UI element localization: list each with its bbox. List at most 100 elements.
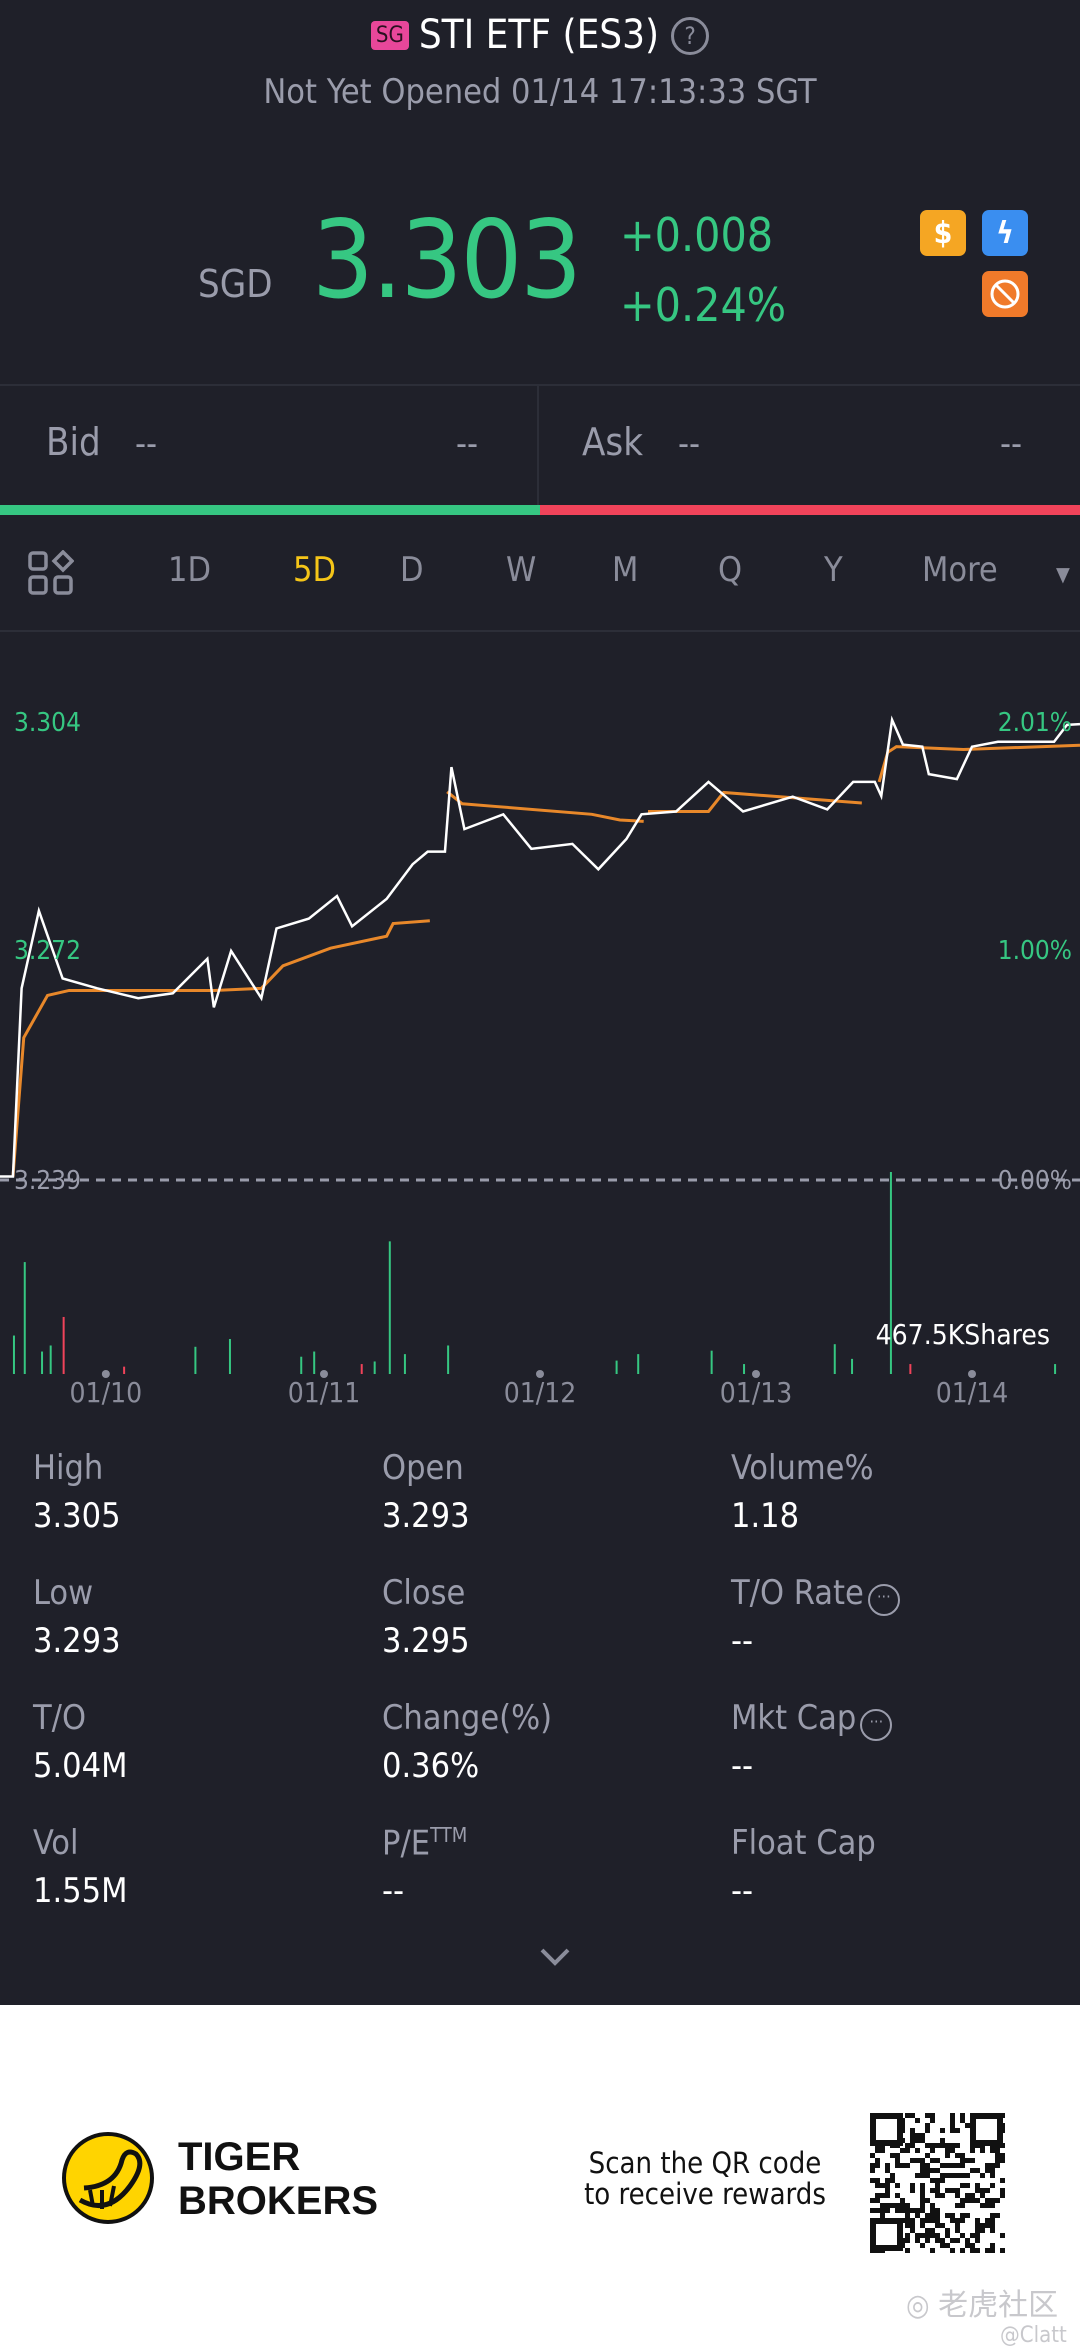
stat-label-text: Volume% [731, 1448, 874, 1488]
info-icon[interactable]: ··· [860, 1709, 893, 1741]
volume-bar [388, 1241, 391, 1374]
stat-value: -- [731, 1621, 754, 1661]
bid-size: -- [456, 424, 479, 464]
volume-bar [300, 1356, 303, 1374]
tab-d[interactable]: D [400, 550, 424, 590]
avg-price-line [446, 790, 644, 823]
brand-line1: TIGER [178, 2135, 301, 2179]
stat-label: Mkt Cap ··· [731, 1698, 893, 1741]
scan-line1: Scan the QR code [588, 2146, 822, 2180]
stat-label: Change(%) [382, 1698, 552, 1738]
tab-1d[interactable]: 1D [168, 550, 212, 590]
volume-bar [313, 1351, 316, 1374]
stat-label-sup: TTM [430, 1823, 468, 1847]
stat-label-text: T/O [33, 1698, 87, 1738]
stat-label-text: Float Cap [731, 1823, 876, 1863]
volume-bar [373, 1361, 376, 1374]
qr-code [870, 2113, 1005, 2253]
stat-label: Open [382, 1448, 464, 1488]
stat-value: 3.305 [33, 1496, 121, 1536]
volume-bar [23, 1262, 26, 1374]
tab-y[interactable]: Y [824, 550, 843, 590]
promo-footer: TIGER BROKERS Scan the QR code to receiv… [0, 2005, 1080, 2351]
stat-label-text: High [33, 1448, 104, 1488]
intraday-chart[interactable]: 3.304 2.01% 3.272 1.00% 3.239 0.00% 467.5KShar… [0, 632, 1080, 1412]
y-axis-right-label: 1.00% [998, 936, 1072, 966]
scan-line2: to receive rewards [584, 2177, 826, 2211]
change-value: +0.008 [620, 208, 774, 262]
bid-label: Bid [46, 420, 101, 464]
stat-value: -- [382, 1871, 405, 1911]
volume-bar [62, 1316, 65, 1374]
stat-label: Volume% [731, 1448, 874, 1488]
stat-label-text: Mkt Cap [731, 1698, 857, 1738]
volume-bar [194, 1346, 197, 1374]
y-axis-left-label: 3.272 [14, 936, 81, 966]
volume-bar [851, 1358, 854, 1374]
stat-label: Float Cap [731, 1823, 876, 1863]
x-axis-dot [320, 1370, 328, 1378]
more-dropdown-icon[interactable]: ▼ [1056, 562, 1070, 586]
volume-bar [615, 1360, 618, 1374]
flash-badge-icon[interactable]: ϟ [982, 210, 1028, 256]
info-icon[interactable]: ··· [867, 1584, 900, 1616]
divider [537, 386, 539, 506]
stat-label-text: P/E [382, 1823, 431, 1864]
stat-label: T/O [33, 1698, 86, 1738]
tab-w[interactable]: W [506, 550, 537, 590]
last-price: 3.303 [312, 198, 582, 323]
page-title: SG STI ETF (ES3)? [0, 12, 1080, 58]
tab-q[interactable]: Q [718, 550, 743, 590]
x-axis-label: 01/12 [504, 1376, 577, 1409]
volume-bar [123, 1366, 126, 1374]
tab-more[interactable]: More [922, 550, 998, 590]
volume-bar [889, 1172, 892, 1374]
ticker-title: STI ETF (ES3) [418, 12, 660, 58]
volume-bar [403, 1354, 406, 1374]
help-icon[interactable]: ? [671, 17, 710, 55]
stat-label: T/O Rate ··· [731, 1573, 900, 1616]
avg-price-line [11, 919, 430, 1177]
chart-layout-icon[interactable] [28, 549, 75, 600]
x-axis-label: 01/14 [936, 1376, 1009, 1409]
x-axis-label: 01/10 [70, 1376, 143, 1409]
volume-bar [12, 1335, 15, 1374]
y-axis-right-label: 0.00% [998, 1166, 1072, 1196]
stat-label-text: Vol [33, 1823, 79, 1863]
volume-bar [743, 1364, 746, 1374]
tab-m[interactable]: M [612, 550, 639, 590]
ask-strength-bar [540, 505, 1080, 515]
x-axis-label: 01/13 [720, 1376, 793, 1409]
volume-bar [1054, 1364, 1057, 1374]
x-axis-label: 01/11 [288, 1376, 361, 1409]
stat-value: 3.293 [33, 1621, 121, 1661]
ask-label: Ask [582, 420, 643, 464]
volume-max-label: 467.5KShares [876, 1318, 1050, 1351]
market-status: Not Yet Opened 01/14 17:13:33 SGT [263, 72, 817, 112]
dollar-badge-icon[interactable]: $ [920, 210, 966, 256]
stat-label: Close [382, 1573, 465, 1613]
stat-label: Low [33, 1573, 93, 1613]
stat-value: 5.04M [33, 1746, 128, 1786]
stat-value: -- [731, 1746, 754, 1786]
y-axis-right-label: 2.01% [998, 708, 1072, 738]
tiger-logo-icon [60, 2130, 156, 2230]
expand-chevron-icon[interactable] [538, 1945, 572, 1973]
volume-bar [909, 1364, 912, 1374]
brand-line2: BROKERS [178, 2179, 379, 2223]
volume-bar [360, 1364, 363, 1374]
x-axis-dot [752, 1370, 760, 1378]
divider [0, 384, 1080, 386]
stat-label: High [33, 1448, 103, 1488]
tab-5d[interactable]: 5D [293, 550, 337, 590]
bid-strength-bar [0, 505, 540, 515]
change-percent: +0.24% [620, 278, 787, 332]
y-axis-left-label: 3.304 [14, 708, 81, 738]
volume-bar [833, 1344, 836, 1374]
stat-label-text: T/O Rate [731, 1573, 864, 1613]
volume-bar [447, 1345, 450, 1374]
x-axis-dot [536, 1370, 544, 1378]
no-short-badge-icon[interactable] [982, 271, 1028, 317]
divider [0, 630, 1080, 632]
avg-price-line [877, 743, 1080, 783]
